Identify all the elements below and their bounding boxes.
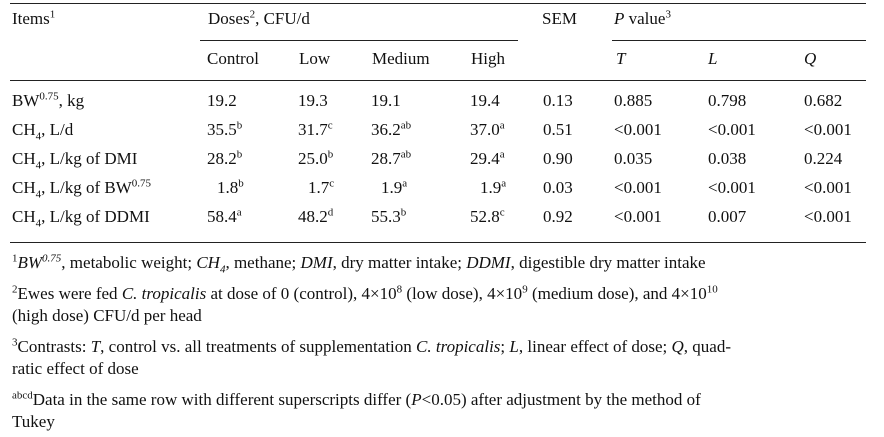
p-value: 0.682 <box>804 91 843 110</box>
p-value: <0.001 <box>804 178 852 197</box>
row-label: BW0.75, kg <box>12 90 85 110</box>
p-value: <0.001 <box>614 178 662 197</box>
dose-value: 36.2ab <box>371 119 412 139</box>
col-contrast-q: Q <box>804 49 817 68</box>
p-value: 0.038 <box>708 149 747 168</box>
p-value: <0.001 <box>708 178 756 197</box>
col-control: Control <box>207 49 259 68</box>
pvalue-rule <box>612 40 866 41</box>
dose-value: 29.4a <box>470 148 505 168</box>
sem-value: 0.13 <box>543 91 573 110</box>
dose-value: 19.4 <box>470 91 500 110</box>
p-value: 0.885 <box>614 91 653 110</box>
dose-value: 1.8b <box>217 177 244 197</box>
col-contrast-t: T <box>616 49 626 68</box>
header-bottom-rule <box>10 80 866 81</box>
dose-value: 58.4a <box>207 206 242 226</box>
row-label: CH4, L/d <box>12 120 74 143</box>
dose-value: 19.1 <box>371 91 401 110</box>
sem-header: SEM <box>542 9 577 28</box>
dose-value: 19.3 <box>298 91 328 110</box>
items-header: Items1 <box>12 8 56 28</box>
row-label: CH4, L/kg of DMI <box>12 149 138 172</box>
sem-value: 0.51 <box>543 120 573 139</box>
sem-value: 0.03 <box>543 178 573 197</box>
p-value: <0.001 <box>614 120 662 139</box>
col-contrast-l: L <box>708 49 718 68</box>
dose-value: 25.0b <box>298 148 334 168</box>
dose-value: 1.9a <box>480 177 507 197</box>
sem-value: 0.90 <box>543 149 573 168</box>
col-high: High <box>471 49 505 68</box>
dose-value: 1.7c <box>308 177 335 197</box>
p-value: <0.001 <box>708 120 756 139</box>
footnote-2: 2Ewes were fed C. tropicalis at dose of … <box>12 283 718 325</box>
pvalue-header: P value3 <box>614 8 671 28</box>
dose-value: 55.3b <box>371 206 407 226</box>
p-value: 0.035 <box>614 149 653 168</box>
dose-value: 52.8c <box>470 206 505 226</box>
sem-value: 0.92 <box>543 207 573 226</box>
footnote-1: 1BW0.75, metabolic weight; CH4, methane;… <box>12 252 706 276</box>
top-rule <box>10 3 866 4</box>
dose-value: 19.2 <box>207 91 237 110</box>
col-low: Low <box>299 49 331 68</box>
p-value: 0.007 <box>708 207 747 226</box>
dose-value: 37.0a <box>470 119 505 139</box>
table-bottom-rule <box>10 242 866 243</box>
p-value: <0.001 <box>804 120 852 139</box>
p-value: <0.001 <box>804 207 852 226</box>
dose-value: 28.2b <box>207 148 243 168</box>
dose-value: 31.7c <box>298 119 333 139</box>
footnote-4: abcdData in the same row with different … <box>12 389 701 431</box>
dose-value: 1.9a <box>381 177 408 197</box>
p-value: <0.001 <box>614 207 662 226</box>
dose-value: 35.5b <box>207 119 243 139</box>
dose-value: 48.2d <box>298 206 334 226</box>
p-value: 0.798 <box>708 91 747 110</box>
footnote-3: 3Contrasts: T, control vs. all treatment… <box>12 336 731 378</box>
row-label: CH4, L/kg of BW0.75 <box>12 177 152 201</box>
col-medium: Medium <box>372 49 430 68</box>
dose-value: 28.7ab <box>371 148 412 168</box>
p-value: 0.224 <box>804 149 843 168</box>
doses-rule <box>200 40 518 41</box>
doses-header: Doses2, CFU/d <box>208 8 310 28</box>
row-label: CH4, L/kg of DDMI <box>12 207 150 230</box>
